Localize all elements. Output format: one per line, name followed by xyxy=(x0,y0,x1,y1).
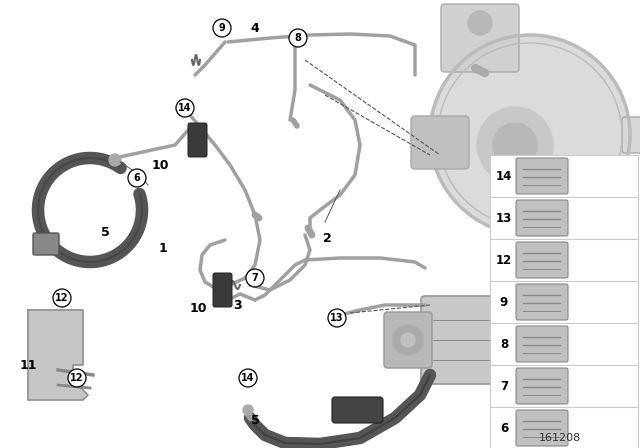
Circle shape xyxy=(128,169,146,187)
Text: 9: 9 xyxy=(219,23,225,33)
FancyBboxPatch shape xyxy=(332,397,383,423)
Text: 11: 11 xyxy=(19,358,36,371)
FancyBboxPatch shape xyxy=(516,326,568,362)
Circle shape xyxy=(109,154,121,166)
Circle shape xyxy=(493,123,537,167)
FancyBboxPatch shape xyxy=(516,158,568,194)
Circle shape xyxy=(246,269,264,287)
Circle shape xyxy=(430,35,630,235)
FancyBboxPatch shape xyxy=(516,410,568,446)
Text: 14: 14 xyxy=(496,169,512,182)
FancyBboxPatch shape xyxy=(411,116,469,169)
Text: 10: 10 xyxy=(151,159,169,172)
Text: 12: 12 xyxy=(55,293,68,303)
FancyBboxPatch shape xyxy=(516,284,568,320)
Text: 13: 13 xyxy=(330,313,344,323)
Text: 6: 6 xyxy=(134,173,140,183)
Text: 12: 12 xyxy=(70,373,84,383)
Text: 13: 13 xyxy=(496,211,512,224)
Circle shape xyxy=(213,19,231,37)
Circle shape xyxy=(176,99,194,117)
FancyBboxPatch shape xyxy=(188,123,207,157)
FancyBboxPatch shape xyxy=(33,233,59,255)
Text: 8: 8 xyxy=(294,33,301,43)
Text: 5: 5 xyxy=(100,225,109,238)
Circle shape xyxy=(477,107,553,183)
Circle shape xyxy=(239,369,257,387)
Text: 7: 7 xyxy=(500,379,508,392)
Circle shape xyxy=(401,333,415,347)
Circle shape xyxy=(53,289,71,307)
Text: 12: 12 xyxy=(496,254,512,267)
Circle shape xyxy=(468,11,492,35)
Circle shape xyxy=(393,325,423,355)
Text: 1: 1 xyxy=(159,241,168,254)
Circle shape xyxy=(289,29,307,47)
Text: 10: 10 xyxy=(189,302,207,314)
Polygon shape xyxy=(28,310,88,400)
Text: 6: 6 xyxy=(500,422,508,435)
Bar xyxy=(490,155,638,197)
Bar xyxy=(490,365,638,407)
Circle shape xyxy=(328,309,346,327)
Circle shape xyxy=(68,369,86,387)
Text: 161208: 161208 xyxy=(539,433,581,443)
Text: 9: 9 xyxy=(500,296,508,309)
Text: 8: 8 xyxy=(500,337,508,350)
Text: 4: 4 xyxy=(251,22,259,34)
Bar xyxy=(490,323,638,365)
Bar xyxy=(490,407,638,448)
FancyBboxPatch shape xyxy=(516,200,568,236)
FancyBboxPatch shape xyxy=(441,4,519,72)
FancyBboxPatch shape xyxy=(516,242,568,278)
FancyBboxPatch shape xyxy=(622,117,640,153)
Text: 5: 5 xyxy=(251,414,259,426)
Text: 14: 14 xyxy=(241,373,255,383)
FancyBboxPatch shape xyxy=(213,273,232,307)
FancyBboxPatch shape xyxy=(421,296,529,384)
Bar xyxy=(490,281,638,323)
Text: 3: 3 xyxy=(233,298,241,311)
Bar xyxy=(490,197,638,239)
FancyBboxPatch shape xyxy=(516,368,568,404)
Text: 14: 14 xyxy=(179,103,192,113)
FancyBboxPatch shape xyxy=(518,228,542,250)
Circle shape xyxy=(243,405,253,415)
Text: 7: 7 xyxy=(252,273,259,283)
FancyBboxPatch shape xyxy=(384,312,432,368)
Text: 2: 2 xyxy=(323,232,332,245)
Bar xyxy=(490,239,638,281)
